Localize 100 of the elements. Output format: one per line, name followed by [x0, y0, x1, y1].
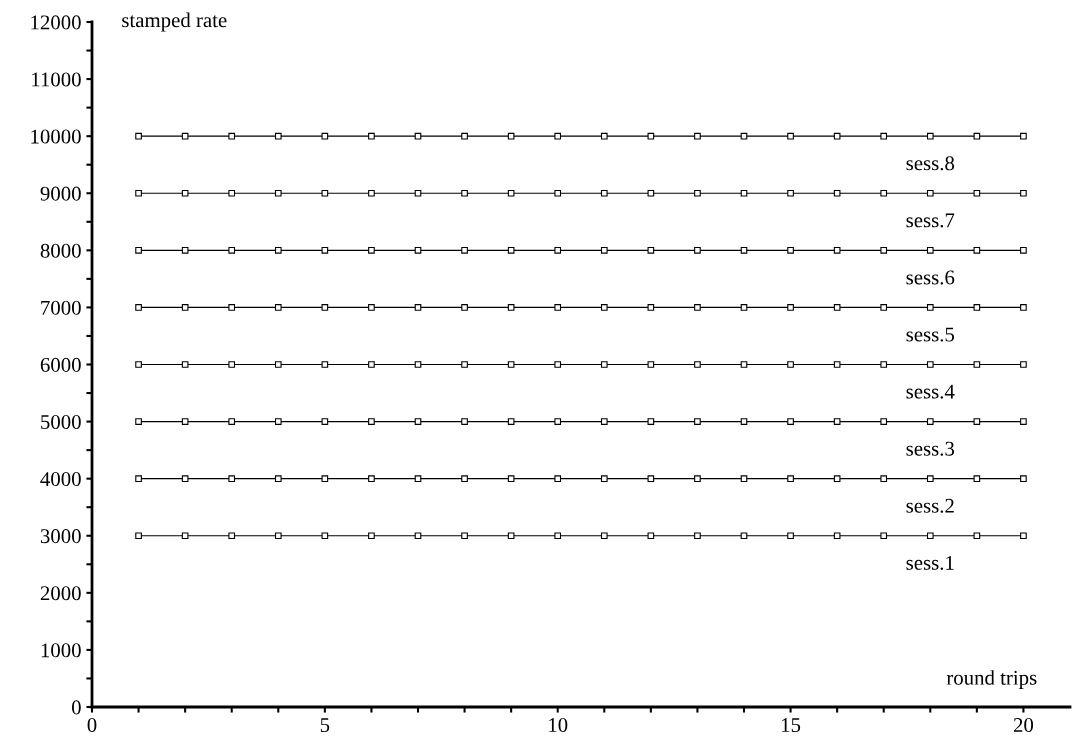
point: [600, 189, 608, 197]
point: [414, 361, 422, 368]
point: [461, 304, 468, 311]
point: [274, 304, 282, 311]
x-tick-label: 0: [87, 718, 97, 733]
point: [647, 361, 655, 368]
point: [647, 532, 655, 540]
y-tick-label: 10000: [31, 129, 81, 144]
point: [973, 475, 981, 482]
point: [600, 475, 608, 482]
point: [973, 247, 981, 254]
point: [181, 304, 189, 311]
point: [274, 247, 282, 254]
point: [554, 418, 562, 425]
point: [880, 189, 888, 197]
point: [1020, 132, 1027, 140]
point: [414, 304, 422, 311]
point: [135, 361, 142, 368]
point: [414, 418, 422, 425]
point: [833, 532, 841, 540]
point: [135, 304, 142, 311]
point: [461, 361, 468, 368]
y-tick-label: 9000: [40, 186, 81, 201]
point: [507, 304, 515, 311]
point: [321, 475, 329, 482]
point: [228, 304, 236, 311]
point: [973, 304, 981, 311]
point: [274, 189, 282, 197]
point: [461, 189, 468, 197]
point: [833, 247, 841, 254]
point: [554, 247, 562, 254]
point: [600, 132, 608, 140]
point: [740, 247, 748, 254]
point: [181, 475, 189, 482]
point: [135, 475, 142, 482]
point: [368, 189, 375, 197]
point: [135, 418, 142, 425]
point: [694, 418, 701, 425]
point: [321, 418, 329, 425]
point: [740, 532, 748, 540]
point: [833, 361, 841, 368]
point: [787, 189, 794, 197]
point: [554, 189, 562, 197]
point: [414, 532, 422, 540]
x-axis-title: round trips: [946, 670, 1037, 690]
x-tick-label: 10: [549, 718, 568, 733]
point: [880, 418, 888, 425]
point: [833, 189, 841, 197]
point: [414, 475, 422, 482]
point: [694, 247, 701, 254]
point: [926, 418, 934, 425]
point: [740, 189, 748, 197]
x-tick-label: 20: [1013, 718, 1034, 733]
point: [274, 475, 282, 482]
y-tick-label: 4000: [40, 472, 81, 487]
point: [228, 418, 236, 425]
y-tick-label: 3000: [40, 529, 81, 544]
series-label: sess.8: [906, 156, 955, 171]
point: [880, 532, 888, 540]
y-tick-label: 12000: [31, 15, 81, 30]
point: [973, 418, 981, 425]
point: [1020, 247, 1027, 254]
point: [554, 532, 562, 540]
point: [274, 132, 282, 140]
point: [181, 189, 189, 197]
y-axis-title: stamped rate: [122, 12, 227, 32]
point: [926, 189, 934, 197]
point: [973, 532, 981, 540]
point: [787, 247, 794, 254]
point: [554, 132, 562, 140]
series-label: sess.5: [906, 327, 955, 342]
point: [507, 247, 515, 254]
y-tick-label: 5000: [41, 414, 81, 430]
point: [181, 418, 189, 425]
point: [880, 304, 888, 311]
point: [647, 247, 655, 254]
point: [228, 132, 236, 140]
point: [926, 304, 934, 311]
point: [1020, 418, 1027, 425]
point: [321, 189, 329, 197]
point: [880, 475, 888, 482]
point: [926, 247, 934, 254]
point: [740, 304, 748, 311]
point: [461, 532, 468, 540]
point: [926, 475, 934, 482]
point: [880, 132, 888, 140]
y-tick-label: 0: [71, 700, 81, 715]
point: [507, 361, 515, 368]
point: [368, 475, 375, 482]
point: [368, 532, 375, 540]
point: [461, 475, 468, 482]
x-tick-label: 15: [781, 718, 801, 733]
point: [926, 532, 934, 540]
series-label: sess.3: [906, 441, 955, 456]
point: [228, 475, 236, 482]
point: [181, 361, 189, 368]
point: [740, 361, 748, 368]
point: [414, 247, 422, 254]
point: [787, 532, 794, 540]
point: [461, 418, 468, 425]
